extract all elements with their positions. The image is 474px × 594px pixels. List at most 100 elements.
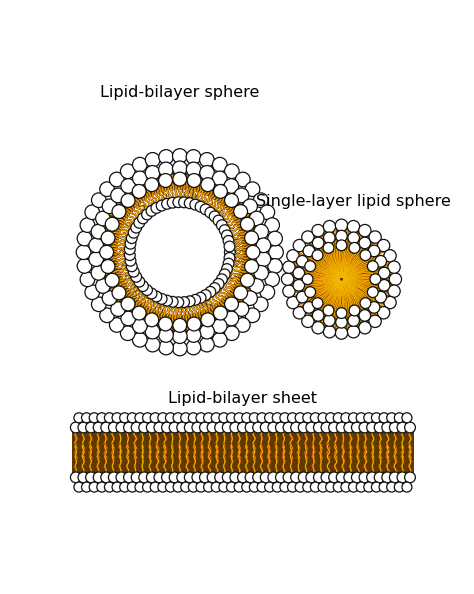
Circle shape bbox=[173, 161, 187, 176]
Circle shape bbox=[192, 472, 203, 483]
Circle shape bbox=[146, 206, 157, 216]
Circle shape bbox=[173, 341, 187, 356]
Circle shape bbox=[224, 241, 235, 252]
Circle shape bbox=[245, 182, 260, 197]
Circle shape bbox=[303, 302, 315, 313]
Circle shape bbox=[359, 321, 371, 334]
Circle shape bbox=[91, 225, 106, 239]
Circle shape bbox=[397, 472, 408, 483]
Circle shape bbox=[275, 472, 286, 483]
Circle shape bbox=[257, 482, 267, 492]
Circle shape bbox=[212, 319, 227, 333]
Circle shape bbox=[184, 296, 195, 307]
Circle shape bbox=[102, 291, 117, 305]
Circle shape bbox=[224, 252, 235, 263]
Circle shape bbox=[282, 273, 294, 285]
Circle shape bbox=[159, 340, 173, 355]
Circle shape bbox=[131, 422, 142, 433]
Circle shape bbox=[131, 222, 142, 233]
Text: Single-layer lipid sphere: Single-layer lipid sphere bbox=[255, 194, 450, 210]
Circle shape bbox=[347, 326, 360, 338]
Circle shape bbox=[207, 422, 218, 433]
Circle shape bbox=[184, 472, 195, 483]
Circle shape bbox=[97, 482, 107, 492]
Circle shape bbox=[134, 276, 145, 287]
Circle shape bbox=[219, 269, 230, 280]
Circle shape bbox=[237, 422, 248, 433]
Circle shape bbox=[291, 472, 301, 483]
Circle shape bbox=[374, 422, 385, 433]
Circle shape bbox=[312, 321, 324, 334]
Circle shape bbox=[305, 287, 316, 298]
Circle shape bbox=[305, 261, 316, 271]
Circle shape bbox=[336, 472, 347, 483]
Circle shape bbox=[367, 287, 378, 298]
Circle shape bbox=[372, 413, 382, 423]
Circle shape bbox=[139, 422, 150, 433]
Circle shape bbox=[245, 308, 260, 323]
Circle shape bbox=[91, 297, 106, 312]
Circle shape bbox=[328, 422, 339, 433]
Circle shape bbox=[100, 245, 114, 259]
Circle shape bbox=[133, 319, 147, 333]
Circle shape bbox=[379, 413, 389, 423]
Circle shape bbox=[78, 422, 89, 433]
Circle shape bbox=[212, 157, 227, 172]
Circle shape bbox=[210, 283, 220, 293]
Circle shape bbox=[200, 166, 214, 180]
Circle shape bbox=[260, 472, 271, 483]
Circle shape bbox=[303, 482, 313, 492]
Circle shape bbox=[237, 472, 248, 483]
Circle shape bbox=[159, 150, 173, 165]
Circle shape bbox=[368, 302, 380, 313]
Circle shape bbox=[200, 290, 211, 301]
Circle shape bbox=[200, 153, 214, 167]
Circle shape bbox=[378, 280, 390, 291]
Circle shape bbox=[132, 306, 146, 320]
Circle shape bbox=[181, 413, 191, 423]
Circle shape bbox=[359, 237, 371, 249]
Circle shape bbox=[367, 422, 377, 433]
Circle shape bbox=[324, 232, 335, 244]
Circle shape bbox=[154, 472, 165, 483]
Circle shape bbox=[100, 182, 114, 197]
Circle shape bbox=[234, 302, 249, 317]
Circle shape bbox=[135, 413, 145, 423]
Circle shape bbox=[200, 204, 211, 215]
Circle shape bbox=[134, 217, 145, 228]
Circle shape bbox=[222, 422, 233, 433]
Circle shape bbox=[303, 413, 313, 423]
Circle shape bbox=[159, 317, 173, 331]
Circle shape bbox=[210, 211, 220, 222]
Circle shape bbox=[245, 422, 256, 433]
Circle shape bbox=[240, 273, 254, 287]
Circle shape bbox=[356, 482, 366, 492]
Circle shape bbox=[146, 337, 160, 352]
Circle shape bbox=[280, 413, 290, 423]
Circle shape bbox=[96, 211, 110, 226]
Circle shape bbox=[131, 472, 142, 483]
Circle shape bbox=[74, 413, 84, 423]
Circle shape bbox=[375, 291, 386, 303]
Circle shape bbox=[78, 472, 89, 483]
Circle shape bbox=[116, 472, 127, 483]
Circle shape bbox=[167, 197, 178, 208]
Circle shape bbox=[335, 327, 347, 339]
Circle shape bbox=[318, 482, 328, 492]
Circle shape bbox=[219, 225, 230, 236]
Circle shape bbox=[249, 482, 259, 492]
Circle shape bbox=[133, 333, 147, 347]
Circle shape bbox=[111, 302, 125, 317]
Circle shape bbox=[109, 422, 119, 433]
Circle shape bbox=[80, 272, 95, 287]
Circle shape bbox=[388, 261, 400, 273]
Circle shape bbox=[222, 472, 233, 483]
Circle shape bbox=[213, 306, 228, 320]
Circle shape bbox=[219, 482, 229, 492]
Circle shape bbox=[119, 413, 130, 423]
Circle shape bbox=[256, 238, 271, 252]
Circle shape bbox=[394, 413, 404, 423]
Circle shape bbox=[394, 482, 404, 492]
Circle shape bbox=[295, 413, 305, 423]
Circle shape bbox=[256, 252, 271, 267]
